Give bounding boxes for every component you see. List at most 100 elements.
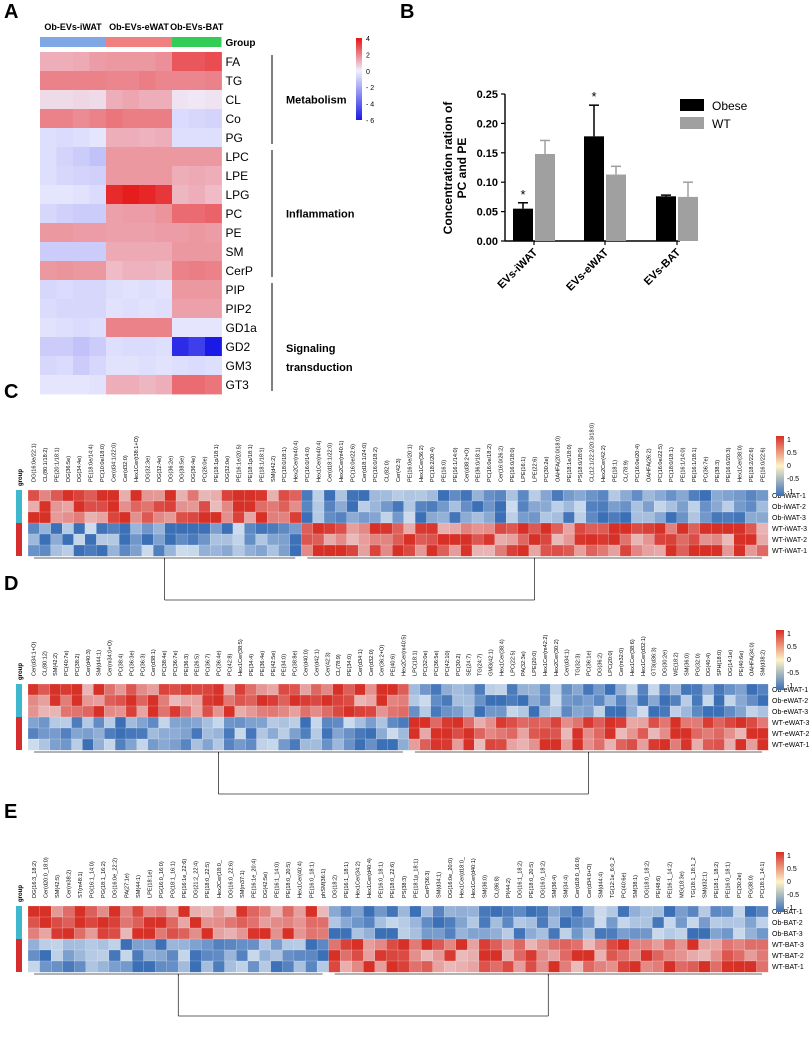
heatmap-cell: [143, 938, 156, 951]
lipid-label: LPC(22:5): [510, 650, 516, 676]
heatmap-cell: [62, 544, 74, 557]
heatmap-cell: [56, 242, 74, 262]
group-bar-ob: [16, 684, 22, 717]
heatmap-cell: [548, 949, 561, 962]
lipid-label: Cer(16:0/26:2): [498, 446, 504, 482]
heatmap-cell: [175, 522, 188, 535]
heatmap-cell: [629, 949, 642, 962]
heatmap-cell: [305, 949, 318, 962]
lipid-label: PC(30:2e): [544, 456, 550, 482]
heatmap-cell: [267, 694, 279, 707]
heatmap-cell: [702, 683, 714, 696]
lipid-label: DG(36:2e): [168, 456, 174, 482]
heatmap-cell: [559, 905, 572, 918]
heatmap-cell: [56, 109, 74, 129]
heatmap-cell: [528, 727, 540, 740]
heatmap-cell: [688, 500, 701, 513]
heatmap-cell: [460, 489, 473, 502]
heatmap-cell: [178, 960, 191, 973]
heatmap-cell: [536, 916, 549, 929]
heatmap-cell: [626, 716, 638, 729]
heatmap-cell: [478, 949, 491, 962]
heatmap-cell: [548, 927, 561, 940]
heatmap-cell: [89, 337, 107, 357]
heatmap-cell: [305, 938, 318, 951]
heatmap-cell: [506, 511, 518, 524]
row-label: WT-eWAT-1: [772, 742, 809, 749]
heatmap-cell: [188, 261, 206, 281]
heatmap-cell: [619, 511, 632, 524]
heatmap-cell: [495, 738, 508, 751]
heatmap-cell: [642, 500, 655, 513]
heatmap-cell: [323, 544, 336, 557]
heatmap-cell: [513, 905, 526, 918]
heatmap-cell: [551, 500, 564, 513]
heatmap-cell: [187, 544, 200, 557]
heatmap-cell: [452, 705, 464, 718]
heatmap-cell: [27, 927, 40, 940]
heatmap-cell: [73, 375, 90, 395]
heatmap-cell: [40, 318, 57, 338]
heatmap-cell: [71, 738, 83, 751]
heatmap-cell: [147, 694, 159, 707]
heatmap-cell: [597, 489, 610, 502]
heatmap-cell: [494, 489, 507, 502]
lipid-label: Hex1Cer(d40:4): [367, 858, 373, 898]
heatmap-cell: [143, 960, 156, 973]
heatmap-cell: [604, 694, 617, 707]
heatmap-cell: [369, 544, 382, 557]
heatmap-cell: [548, 960, 561, 973]
heatmap-cell: [96, 511, 109, 524]
heatmap-cell: [680, 694, 693, 707]
heatmap-cell: [746, 694, 758, 707]
bar-wt: [606, 174, 626, 241]
heatmap-cell: [484, 727, 497, 740]
heatmap-cell: [299, 716, 312, 729]
heatmap-cell: [180, 705, 192, 718]
lipid-label: CerP(36:3): [425, 871, 431, 898]
heatmap-cell: [721, 960, 734, 973]
heatmap-cell: [73, 52, 90, 72]
heatmap-cell: [212, 683, 225, 696]
heatmap-cell: [397, 949, 410, 962]
heatmap-cell: [188, 356, 206, 376]
heatmap-cell: [380, 511, 393, 524]
lipid-label: ST(m48:1): [78, 871, 84, 898]
heatmap-cell: [351, 949, 364, 962]
heatmap-cell: [106, 356, 123, 376]
lipid-label: Cer(m32:0): [619, 648, 625, 676]
heatmap-cell: [426, 533, 439, 546]
lipid-label: TG(12:1e_6:0_2: [610, 857, 616, 898]
heatmap-cell: [517, 500, 530, 513]
heatmap-cell: [39, 511, 52, 524]
heatmap-cell: [376, 683, 388, 696]
heatmap-cell: [474, 694, 486, 707]
lipid-label: LPE(22:6): [533, 457, 539, 482]
heatmap-cell: [585, 533, 598, 546]
heatmap-cell: [408, 727, 421, 740]
heatmap-cell: [27, 916, 40, 929]
heatmap-cell: [608, 544, 621, 557]
lipid-label: LPE(20:0): [532, 651, 538, 676]
heatmap-cell: [71, 694, 83, 707]
heatmap-cell: [247, 905, 260, 918]
heatmap-cell: [745, 533, 758, 546]
heatmap-cell: [663, 949, 676, 962]
heatmap-cell: [245, 738, 257, 751]
heatmap-cell: [125, 738, 138, 751]
heatmap-cell: [669, 738, 682, 751]
heatmap-cell: [328, 949, 341, 962]
heatmap-cell: [39, 544, 52, 557]
lipid-label: Hex2Cer(m40:1): [339, 441, 345, 482]
heatmap-cell: [691, 727, 704, 740]
heatmap-cell: [205, 52, 222, 72]
heatmap-cell: [733, 522, 746, 535]
lipid-label: Hex1Cer(38:0): [738, 445, 744, 482]
heatmap-cell: [312, 522, 325, 535]
heatmap-cell: [266, 533, 279, 546]
heatmap-cell: [38, 716, 51, 729]
heatmap-cell: [733, 511, 746, 524]
heatmap-cell: [122, 71, 140, 91]
heatmap-cell: [574, 500, 587, 513]
heatmap-cell: [430, 738, 442, 751]
